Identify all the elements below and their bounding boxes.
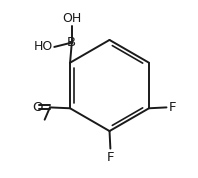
Text: HO: HO [34,40,53,53]
Text: OH: OH [62,12,81,25]
Text: B: B [67,36,76,49]
Text: F: F [107,151,114,164]
Text: F: F [169,101,177,114]
Text: O: O [32,101,42,114]
